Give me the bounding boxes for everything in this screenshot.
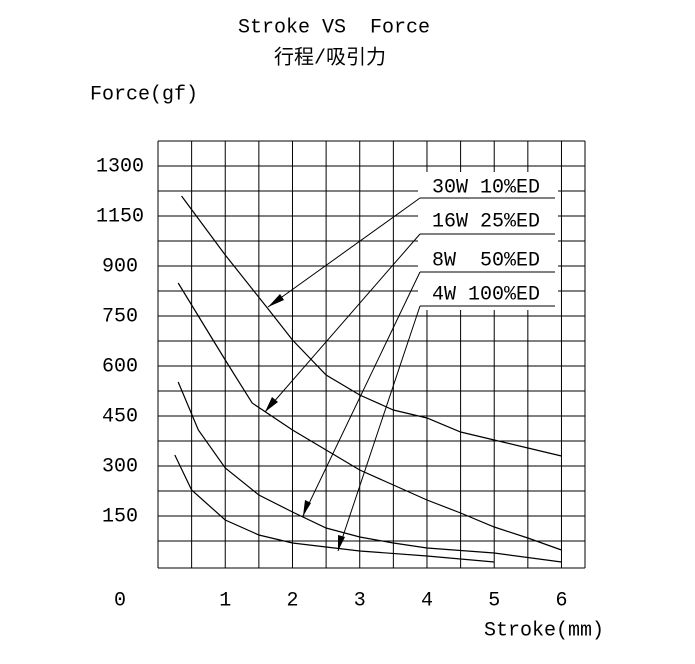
- legend-label: 30W 10%ED: [432, 176, 540, 199]
- arrow: [267, 197, 421, 308]
- x-axis-label: Stroke(mm): [484, 619, 604, 642]
- series-line: [177, 381, 562, 563]
- y-tick-label: 750: [102, 305, 138, 328]
- arrowhead: [268, 294, 284, 307]
- y-axis-label: Force(gf): [90, 83, 198, 106]
- arrow: [302, 271, 421, 517]
- legend-label: 8W 50%ED: [432, 249, 540, 272]
- y-tick-label: 900: [102, 255, 138, 278]
- chart-subtitle: 行程/吸引力: [274, 45, 386, 70]
- x-tick-label: 5: [488, 589, 500, 612]
- x-tick-label: 0: [114, 589, 126, 612]
- x-tick-label: 3: [354, 589, 366, 612]
- y-tick-label: 150: [102, 505, 138, 528]
- y-tick-label: 450: [102, 405, 138, 428]
- arrow: [337, 305, 421, 552]
- series-line: [174, 454, 495, 563]
- y-tick-label: 1150: [96, 205, 144, 228]
- x-tick-label: 2: [286, 589, 298, 612]
- y-tick-label: 1300: [96, 155, 144, 178]
- x-tick-label: 6: [555, 589, 567, 612]
- x-tick-label: 4: [421, 589, 433, 612]
- y-tick-label: 300: [102, 455, 138, 478]
- legend-label: 16W 25%ED: [432, 210, 540, 233]
- chart-title: Stroke VS Force: [238, 16, 430, 39]
- legend-label: 4W 100%ED: [432, 283, 540, 306]
- y-tick-label: 600: [102, 355, 138, 378]
- series-line: [181, 195, 562, 457]
- legend-bg: [418, 172, 558, 310]
- x-tick-label: 1: [219, 589, 231, 612]
- arrowhead: [338, 535, 345, 551]
- arrow: [264, 233, 421, 413]
- arrowhead: [265, 397, 278, 412]
- arrowhead: [303, 500, 311, 516]
- series-line: [177, 282, 562, 551]
